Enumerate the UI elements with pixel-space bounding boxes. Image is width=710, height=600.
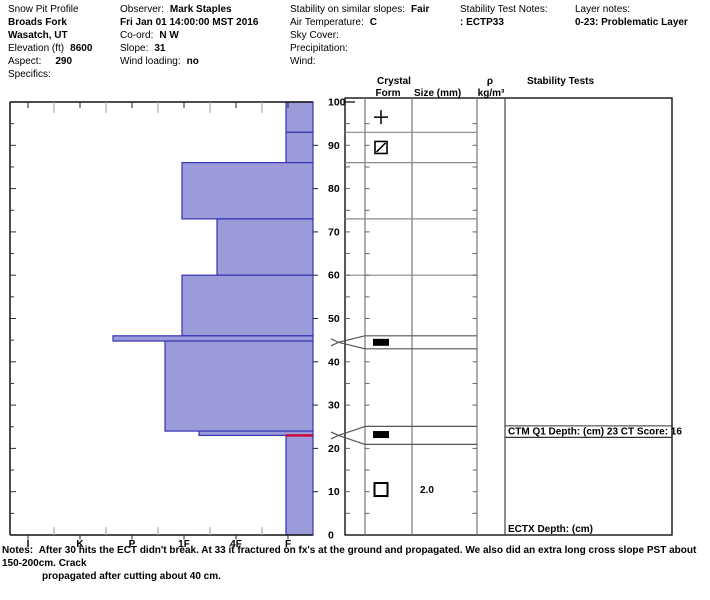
grain-crust-icon	[373, 431, 389, 439]
layer-bar-73-60	[216, 218, 314, 276]
header-col-observer: Observer: Mark Staples Fri Jan 01 14:00:0…	[120, 3, 258, 68]
header-col-layer-notes: Layer notes: 0-23: Problematic Layer	[575, 3, 688, 29]
layer-bar-60-46	[181, 274, 314, 337]
density-header-unit: kg/m³	[477, 88, 505, 99]
depth-label-80: 80	[328, 183, 340, 195]
hardness-label-F: F	[285, 539, 291, 550]
stability-value: Fair	[411, 4, 430, 15]
stability-test-notes-label: Stability Test Notes:	[460, 4, 548, 15]
flag-upper-diag	[338, 335, 366, 343]
coord-value: N W	[159, 30, 179, 41]
sky-cover-label: Sky Cover:	[290, 30, 339, 41]
air-temp-row: Air Temperature: C	[290, 16, 429, 29]
grain-square-slash-icon	[374, 140, 388, 155]
coord-row: Co-ord: N W	[120, 29, 258, 42]
flag-arrow-tip	[330, 431, 340, 440]
layer-bar-93-86	[285, 131, 314, 164]
air-temp-value: C	[369, 17, 377, 28]
notes-label: Notes:	[2, 545, 34, 556]
wind-loading-value: no	[186, 56, 199, 67]
stability-test-notes-value: : ECTP33	[460, 17, 504, 28]
grain-size-value: 2.0	[420, 485, 434, 496]
site-name: Broads Fork	[8, 17, 67, 28]
region-name: Wasatch, UT	[8, 30, 68, 41]
layer-notes-value: 0-23: Problematic Layer	[575, 17, 688, 28]
layer-bar-46-44.8	[112, 335, 314, 342]
depth-label-100: 100	[328, 97, 346, 109]
depth-label-60: 60	[328, 270, 340, 282]
right-chart-frame	[344, 97, 673, 536]
flag-arrow-tip	[330, 338, 340, 347]
depth-label-50: 50	[328, 313, 340, 325]
hardness-label-I: I	[27, 539, 30, 550]
elevation-value: 8600	[70, 43, 93, 54]
hardness-label-1F: 1F	[178, 539, 190, 550]
notes-line2: propagated after cutting about 40 cm.	[42, 571, 221, 582]
wind-loading-label: Wind loading:	[120, 56, 181, 67]
depth-label-40: 40	[328, 356, 340, 368]
slope-value: 31	[154, 43, 166, 54]
depth-label-70: 70	[328, 226, 340, 238]
stability-test-text: ECTX Depth: (cm)	[508, 524, 593, 535]
page-title: Snow Pit Profile	[8, 4, 79, 15]
depth-label-10: 10	[328, 486, 340, 498]
header-col-conditions: Stability on similar slopes: Fair Air Tem…	[290, 3, 429, 68]
wind-loading-row: Wind loading: no	[120, 55, 258, 68]
slope-label: Slope:	[120, 43, 149, 54]
aspect-label: Aspect:	[8, 56, 42, 67]
notes-line1: Notes: After 30 hits the ECT didn't brea…	[2, 545, 697, 569]
elevation-row: Elevation (ft) 8600	[8, 42, 92, 55]
precipitation-label: Precipitation:	[290, 43, 348, 54]
elevation-label: Elevation (ft)	[8, 43, 65, 54]
stability-row: Stability on similar slopes: Fair	[290, 3, 429, 16]
coord-label: Co-ord:	[120, 30, 154, 41]
observer-label: Observer:	[120, 4, 164, 15]
stability-label: Stability on similar slopes:	[290, 4, 406, 15]
depth-label-30: 30	[328, 400, 340, 412]
aspect-row: Aspect: 290	[8, 55, 92, 68]
size-column-header: Size (mm)	[414, 88, 462, 99]
header-col-test-notes: Stability Test Notes: : ECTP33	[460, 3, 548, 29]
datetime: Fri Jan 01 14:00:00 MST 2016	[120, 17, 259, 28]
flag-upper-diag	[338, 425, 366, 436]
slope-row: Slope: 31	[120, 42, 258, 55]
observer-row: Observer: Mark Staples	[120, 3, 258, 16]
grain-square-slash-icon	[375, 142, 387, 153]
flag-lower-diag	[338, 434, 366, 445]
layer-bar-44.8-24	[164, 340, 314, 432]
depth-label-20: 20	[328, 443, 340, 455]
layer-notes-label: Layer notes:	[575, 4, 631, 15]
observer-value: Mark Staples	[169, 4, 232, 15]
hardness-label-4F: 4F	[230, 539, 242, 550]
aspect-value: 290	[55, 56, 73, 67]
header-col-site: Snow Pit Profile Broads Fork Wasatch, UT…	[8, 3, 92, 81]
depth-label-90: 90	[328, 140, 340, 152]
layer-bar-86-73	[181, 162, 314, 220]
crystal-header-line2: Form	[375, 88, 401, 99]
hardness-label-K: K	[76, 539, 84, 550]
flag-lower-diag	[338, 341, 366, 350]
layer-bar-23-0	[285, 434, 314, 536]
layer-bar-100-93	[285, 101, 314, 133]
specifics-label: Specifics:	[8, 69, 51, 80]
air-temp-label: Air Temperature:	[290, 17, 364, 28]
grain-facet-icon	[373, 482, 389, 498]
crystal-header-line1: Crystal	[377, 76, 411, 87]
stability-tests-header: Stability Tests	[527, 76, 595, 87]
grain-crust-icon	[373, 338, 389, 346]
notes-block: Notes: After 30 hits the ECT didn't brea…	[2, 544, 704, 583]
stability-test-text: CTM Q1 Depth: (cm) 23 CT Score: 16	[508, 426, 682, 437]
layer-bar-24-23	[198, 430, 314, 437]
depth-label-0: 0	[328, 530, 334, 542]
density-header-symbol: ρ	[486, 76, 494, 87]
wind-label: Wind:	[290, 56, 316, 67]
hardness-label-P: P	[129, 539, 136, 550]
